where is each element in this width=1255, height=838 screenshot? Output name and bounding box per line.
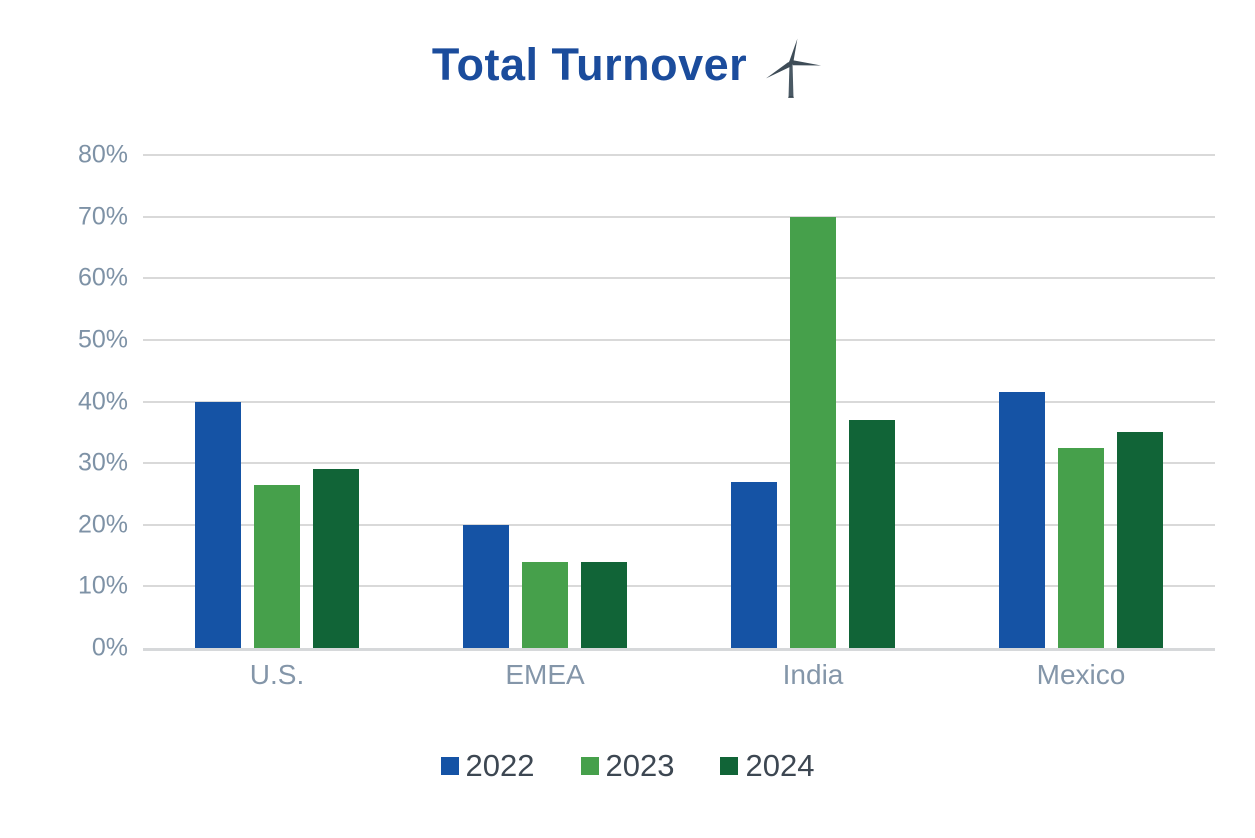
gridline-30	[143, 462, 1215, 465]
bar-group-emea	[411, 155, 679, 648]
y-tick-label-30: 30%	[77, 448, 128, 477]
legend-item-2023: 2023	[580, 748, 675, 783]
x-tick-label-emea: EMEA	[505, 659, 585, 690]
legend-item-2024: 2024	[720, 750, 814, 781]
chart-title: Total Turnover	[431, 39, 748, 90]
bar-2023-india	[790, 216, 836, 648]
plot-area	[143, 154, 1215, 651]
bar-2022-emea	[463, 524, 509, 648]
gridline-60	[143, 277, 1215, 280]
x-tick-label-mexico: Mexico	[1036, 659, 1126, 690]
bar-2022-u-s-	[195, 401, 241, 648]
bar-group-mexico	[947, 155, 1215, 648]
legend-label-2023: 2023	[605, 748, 675, 783]
legend-label-2024: 2024	[745, 748, 815, 783]
chart-header: Total Turnover	[0, 36, 1255, 104]
gridline-20	[143, 523, 1215, 526]
legend-swatch-2024	[720, 756, 739, 775]
y-axis: 0% 10% 20% 30% 40% 50% 60% 70% 80%	[0, 142, 128, 660]
y-tick-label-10: 10%	[77, 571, 128, 600]
y-tick-label-50: 50%	[77, 325, 128, 354]
bar-2024-india	[849, 420, 895, 648]
gridline-50	[143, 338, 1215, 341]
legend: 2022 2023 2024	[0, 750, 1255, 781]
bar-2024-u-s-	[313, 469, 359, 648]
y-tick-label-70: 70%	[77, 202, 128, 231]
x-tick-label-u-s-: U.S.	[249, 659, 305, 690]
gridline-10	[143, 585, 1215, 588]
bar-2024-mexico	[1117, 432, 1163, 648]
legend-swatch-2023	[580, 756, 599, 775]
gridline-70	[143, 215, 1215, 218]
bar-2022-mexico	[999, 392, 1045, 648]
x-axis: U.S. EMEA India Mexico	[143, 658, 1215, 692]
bar-group-u-s-	[143, 155, 411, 648]
y-tick-label-80: 80%	[77, 140, 128, 169]
legend-item-2022: 2022	[440, 748, 535, 783]
y-tick-label-60: 60%	[77, 263, 128, 292]
bar-2023-emea	[522, 561, 568, 648]
x-tick-label-india: India	[782, 659, 844, 690]
bar-2024-emea	[581, 561, 627, 648]
legend-label-2022: 2022	[465, 748, 535, 783]
bar-2023-mexico	[1058, 447, 1104, 648]
legend-swatch-2022	[440, 756, 459, 775]
y-tick-label-20: 20%	[77, 510, 128, 539]
wind-turbine-icon	[766, 38, 822, 98]
y-tick-label-0: 0%	[91, 633, 128, 662]
bar-group-india	[679, 155, 947, 648]
bar-2022-india	[731, 481, 777, 648]
gridline-40	[143, 400, 1215, 403]
y-tick-label-40: 40%	[77, 387, 128, 415]
gridline-80	[143, 154, 1215, 156]
bar-2023-u-s-	[254, 484, 300, 648]
bar-groups	[143, 155, 1215, 648]
